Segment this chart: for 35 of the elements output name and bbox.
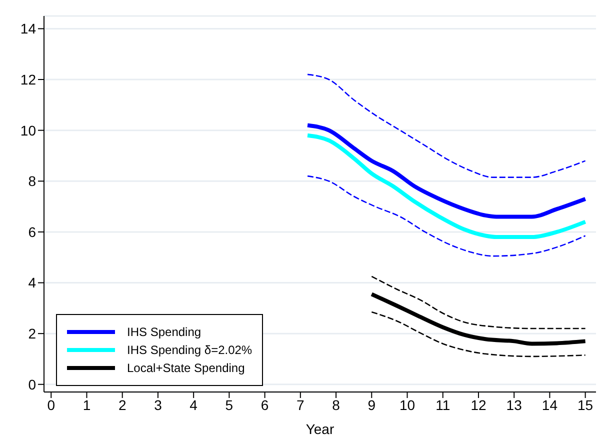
x-tick-label: 1 xyxy=(82,396,91,413)
x-axis-title: Year xyxy=(306,421,334,437)
y-tick-label: 0 xyxy=(28,376,36,392)
x-tick-label: 12 xyxy=(470,396,486,413)
line-series xyxy=(370,276,586,330)
x-tick-label: 7 xyxy=(296,396,305,413)
y-tick-label: 4 xyxy=(28,274,36,291)
legend-label: IHS Spending xyxy=(127,325,202,339)
y-tick-label: 12 xyxy=(20,71,36,88)
line-series xyxy=(306,74,586,178)
line-series xyxy=(306,123,588,219)
y-tick-label: 6 xyxy=(28,224,36,240)
y-tick-label: 14 xyxy=(20,20,36,37)
y-tick-label: 10 xyxy=(20,122,36,138)
x-tick-label: 6 xyxy=(260,396,269,413)
x-tick-label: 3 xyxy=(154,396,162,413)
legend-label: IHS Spending δ=2.02% xyxy=(127,343,252,357)
x-tick-label: 8 xyxy=(332,396,340,413)
line-series xyxy=(306,175,586,257)
line-series xyxy=(306,133,588,240)
x-tick-label: 13 xyxy=(506,396,522,413)
x-tick-label: 11 xyxy=(436,396,450,413)
x-tick-label: 2 xyxy=(118,396,126,413)
y-tick-label: 2 xyxy=(28,326,36,342)
x-tick-label: 14 xyxy=(542,396,558,413)
legend-label: Local+State Spending xyxy=(127,361,245,375)
x-tick-label: 10 xyxy=(399,396,416,413)
x-tick-label: 9 xyxy=(368,396,376,413)
line-series xyxy=(370,292,588,346)
x-tick-label: 15 xyxy=(578,396,594,413)
y-tick-label: 8 xyxy=(28,173,36,190)
line-series xyxy=(370,311,586,358)
x-tick-label: 5 xyxy=(225,396,234,413)
x-tick-label: 0 xyxy=(47,396,56,413)
x-tick-label: 4 xyxy=(190,396,198,413)
